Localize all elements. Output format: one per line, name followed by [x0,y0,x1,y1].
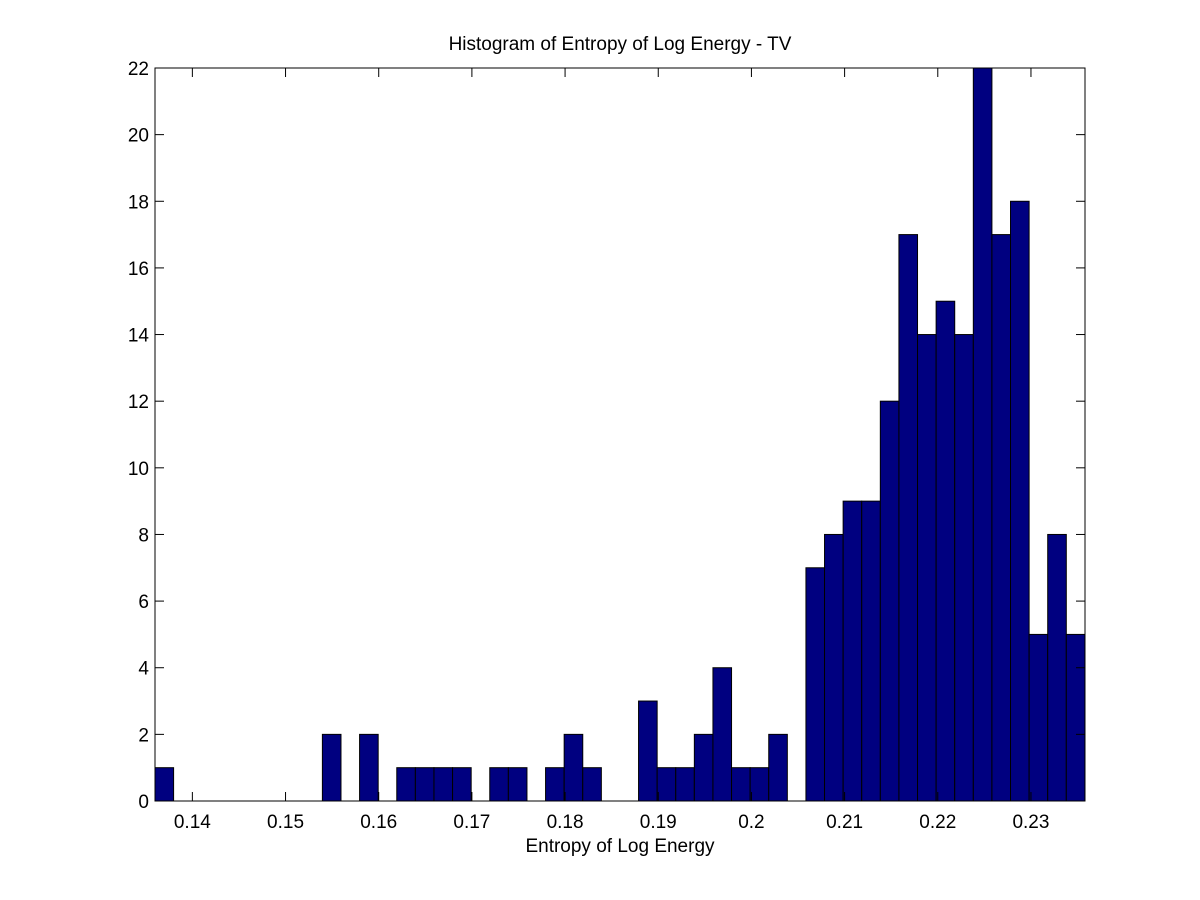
histogram-bar [1065,633,1086,802]
histogram-bar [749,767,770,802]
x-axis-label: Entropy of Log Energy [525,836,715,857]
y-tick-label: 16 [128,259,149,280]
x-tick-label: 0.21 [826,812,863,833]
histogram-bar [396,767,416,802]
histogram-bar [154,767,175,802]
histogram-bar [359,733,379,802]
y-tick-label: 2 [138,725,149,746]
histogram-bar [935,300,956,802]
histogram-bar [321,733,342,802]
axes-group: 0.14 0.15 0.16 0.17 0.18 0.19 0.2 0.21 0.22 0.23 0… [128,59,1086,833]
histogram-bar [768,733,788,802]
histogram-bar [414,767,435,802]
x-tick-label: 0.19 [640,812,677,833]
histogram-bar [842,500,863,802]
histogram-bar [731,767,751,802]
histogram-bar [805,567,826,802]
histogram-bar [879,400,900,802]
x-tick-label: 0.22 [919,812,956,833]
histogram-bar [972,67,993,802]
histogram-bar [545,767,565,802]
histogram-bar [563,733,584,802]
histogram-bar [861,500,881,802]
y-tick-label: 6 [138,592,149,613]
histogram-bar [489,767,509,802]
chart-title: Histogram of Entropy of Log Energy - TV [448,34,792,55]
x-tick-label: 0.14 [174,812,211,833]
histogram-bar [991,234,1012,802]
histogram-bar [917,334,937,802]
y-tick-label: 14 [128,326,150,347]
histogram-bar [898,234,919,802]
x-tick-label: 0.18 [547,812,584,833]
histogram-bar [1010,200,1030,802]
y-tick-label: 22 [128,59,149,80]
y-tick-label: 12 [128,392,149,413]
histogram-bar [507,767,528,802]
histogram-bar [582,767,602,802]
histogram-bar [656,767,677,802]
histogram-bar [675,767,695,802]
y-tick-label: 10 [128,459,149,480]
y-tick-label: 4 [138,659,149,680]
y-tick-label: 8 [138,525,149,546]
axes-box [154,67,1086,802]
y-tick-label: 20 [128,126,149,147]
histogram-bar [693,733,714,802]
x-tick-label: 0.2 [738,812,764,833]
histogram-bar [1028,633,1049,802]
x-tick-label: 0.17 [453,812,490,833]
histogram-bar [1047,533,1067,802]
x-tick-label: 0.15 [267,812,304,833]
x-tick-label: 0.23 [1012,812,1049,833]
histogram-bar [954,334,974,802]
histogram-bar [638,700,658,802]
x-tick-label: 0.16 [360,812,397,833]
bars-group [154,67,1086,802]
histogram-bar [433,767,454,802]
y-tick-label: 18 [128,192,149,213]
histogram-bar [712,667,733,802]
histogram-bar [452,767,472,802]
y-tick-label: 0 [138,792,149,813]
histogram-bar [824,533,844,802]
